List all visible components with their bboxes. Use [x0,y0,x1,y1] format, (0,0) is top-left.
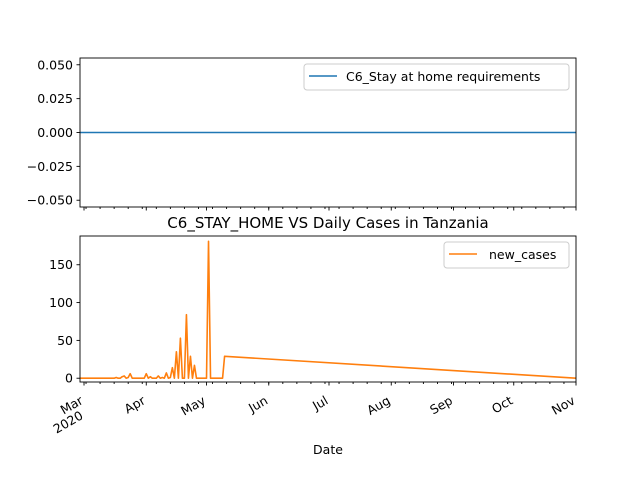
bottom-legend-box [443,241,570,269]
top-subplot-frame [79,57,577,208]
bottom-subplot-frame [79,235,577,383]
top-legend-label: C6_Stay at home requirements [346,69,540,84]
top-legend: C6_Stay at home requirements [303,63,570,91]
bottom-legend-label: new_cases [489,247,556,262]
bottom-y-tick-label: 150 [49,257,73,272]
top-y-tick-label: 0.025 [37,91,73,106]
top-y-tick-label: 0.000 [37,125,73,140]
bottom-chart-title: C6_STAY_HOME VS Daily Cases in Tanzania [167,214,488,233]
top-subplot-ticks: 0.050 0.025 0.000 −0.025 −0.050 [27,57,577,211]
x-axis-title: Date [313,442,343,457]
x-tick-label: Jul [309,393,330,414]
bottom-y-tick-label: 0 [65,371,73,386]
bottom-subplot-lines [80,240,577,380]
top-y-tick-label: −0.050 [27,193,73,208]
bottom-y-tick-label: 50 [57,333,73,348]
top-y-tick-label: −0.025 [27,159,73,174]
bottom-legend: new_cases [443,241,570,269]
bottom-series-line [80,240,577,380]
top-subplot: 0.050 0.025 0.000 −0.025 −0.050 C6_Stay at h… [27,57,577,211]
top-legend-box [303,63,570,91]
bottom-subplot: C6_STAY_HOME VS Daily Cases in Tanzania … [49,214,578,457]
bottom-y-tick-label: 100 [49,295,73,310]
top-y-tick-label: 0.050 [37,57,73,72]
